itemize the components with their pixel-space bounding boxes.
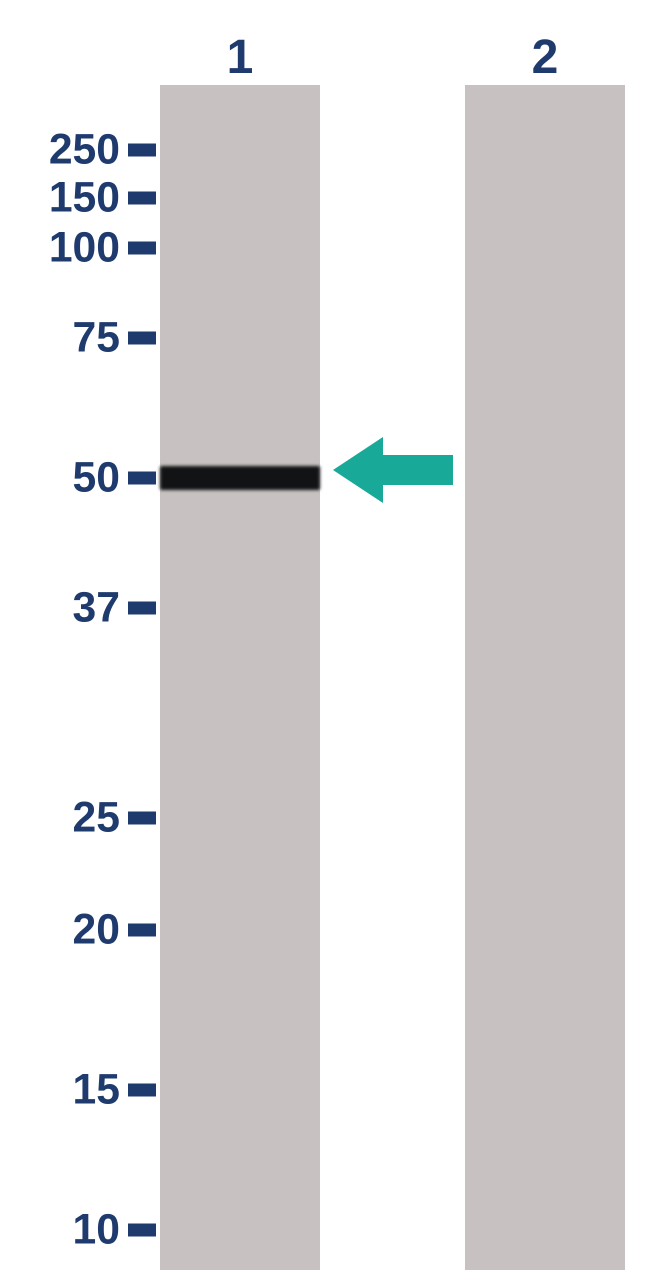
ladder-label-100: 100 xyxy=(49,224,120,273)
western-blot-figure: 1 2 250150100 75 50 37 25 20 15 10 xyxy=(0,0,650,1270)
ladder-label-50: 50 xyxy=(73,454,120,503)
ladder-label-37: 37 xyxy=(73,584,120,633)
lane-2-header: 2 xyxy=(532,30,559,85)
ladder-label-250: 250 xyxy=(49,126,120,175)
ladder-label-150: 150 xyxy=(49,174,120,223)
band-lane1 xyxy=(160,466,320,490)
ladder-label-75: 75 xyxy=(73,314,120,363)
ladder-tick-37 xyxy=(128,602,156,615)
ladder-tick-25 xyxy=(128,812,156,825)
ladder-label-10: 10 xyxy=(73,1206,120,1255)
ladder-label-25: 25 xyxy=(73,794,120,843)
ladder-tick-50 xyxy=(128,472,156,485)
ladder-label-20: 20 xyxy=(73,906,120,955)
band-indicator-arrow xyxy=(333,435,453,505)
lane-2 xyxy=(465,85,625,1270)
lane-1-header: 1 xyxy=(227,30,254,85)
ladder-tick-100 xyxy=(128,242,156,255)
ladder-tick-75 xyxy=(128,332,156,345)
ladder-tick-150 xyxy=(128,192,156,205)
ladder-tick-15 xyxy=(128,1084,156,1097)
ladder-tick-250 xyxy=(128,144,156,157)
ladder-tick-20 xyxy=(128,924,156,937)
ladder-tick-10 xyxy=(128,1224,156,1237)
ladder-label-15: 15 xyxy=(73,1066,120,1115)
lane-1 xyxy=(160,85,320,1270)
